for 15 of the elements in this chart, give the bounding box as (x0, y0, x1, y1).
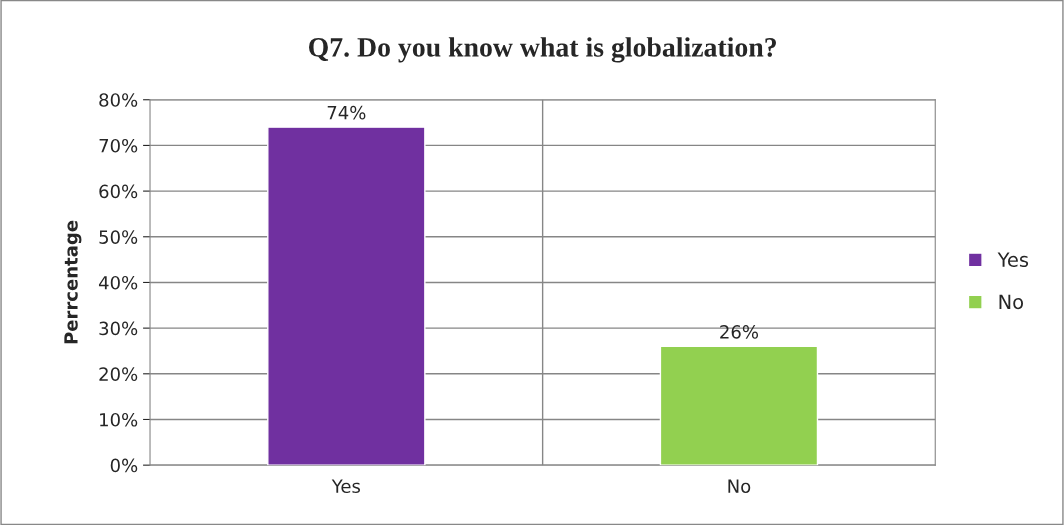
y-tick-label: 50% (99, 230, 138, 244)
y-axis-title: Perrcentage (64, 220, 82, 344)
y-tick-label: 40% (98, 275, 138, 290)
y-tick-label: 20% (99, 367, 138, 381)
y-tick-label: 60% (99, 184, 138, 199)
legend-label: No (999, 294, 1024, 310)
y-tick-label: 70% (99, 138, 138, 153)
y-tick-label: 0% (110, 458, 138, 473)
y-tick-label: 30% (99, 321, 138, 336)
data-label: 74% (327, 105, 366, 120)
data-label: 26% (720, 325, 759, 339)
legend-label: Yes (997, 252, 1029, 268)
chart-title: Q7. Do you know what is globalization? (309, 37, 776, 63)
y-tick-label: 80% (99, 93, 138, 107)
y-tick-label: 10% (100, 412, 138, 427)
